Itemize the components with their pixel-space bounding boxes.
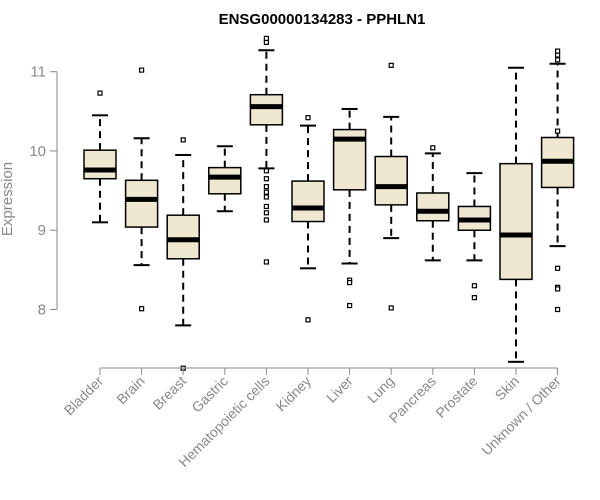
box-iqr (166, 214, 200, 260)
box-iqr (249, 93, 284, 126)
outlier-point (305, 115, 311, 121)
outlier-point (554, 48, 561, 54)
y-axis: 8 9 10 11 (29, 64, 58, 319)
y-axis-label: Expression (0, 162, 16, 236)
boxes-group (83, 35, 575, 371)
outlier-point (139, 306, 145, 312)
outlier-point (347, 279, 353, 286)
chart-title: ENSG00000134283 - PPHLN1 (219, 11, 426, 28)
outlier-point (263, 217, 269, 223)
box-kidney (291, 115, 325, 323)
box-iqr (208, 166, 242, 195)
outlier-point (180, 137, 186, 143)
x-tick-label: Unknown / Other (478, 373, 564, 459)
outlier-point (263, 259, 269, 265)
box-iqr (416, 192, 450, 222)
outlier-point (388, 305, 394, 311)
x-tick-label: Prostate (432, 373, 480, 421)
box-brain (124, 67, 159, 312)
box-bladder (83, 90, 117, 224)
box-iqr (291, 180, 325, 223)
outlier-point (263, 189, 269, 195)
box-prostate (457, 172, 492, 301)
box-unknown-other (540, 48, 575, 313)
x-tick-label: Skin (492, 373, 523, 404)
x-tick-label: Lung (364, 373, 397, 406)
box-breast (166, 137, 200, 371)
box-hematopoietic-cells (249, 35, 284, 265)
outlier-point (554, 265, 561, 271)
outlier-point (471, 295, 477, 301)
outlier-point (263, 194, 269, 200)
y-tick-label: 9 (38, 222, 46, 239)
box-iqr (374, 155, 408, 206)
outlier-point (139, 67, 145, 73)
box-liver (332, 107, 367, 309)
outlier-point (97, 90, 103, 96)
outlier-point (388, 62, 394, 68)
outlier-point (305, 317, 311, 323)
outlier-point (263, 168, 269, 174)
outlier-point (263, 203, 269, 210)
x-tick-label: Liver (323, 373, 356, 406)
box-iqr (83, 149, 117, 180)
box-iqr (499, 162, 533, 281)
outlier-point (554, 57, 561, 63)
x-tick-label: Breast (149, 373, 189, 413)
outlier-point (263, 35, 269, 42)
x-tick-label: Kidney (273, 373, 315, 415)
x-tick-label: Bladder (61, 373, 107, 419)
box-lung (374, 62, 408, 311)
outlier-point (554, 286, 561, 292)
box-gastric (208, 145, 242, 213)
box-skin (499, 66, 533, 363)
outlier-point (263, 184, 269, 190)
outlier-point (263, 210, 269, 216)
outlier-point (554, 128, 561, 134)
outlier-point (347, 302, 353, 309)
outlier-point (263, 176, 269, 182)
box-pancreas (416, 145, 450, 262)
y-tick-label: 10 (29, 143, 46, 160)
outlier-point (430, 145, 436, 151)
outlier-point (471, 283, 477, 289)
outlier-point (554, 306, 561, 313)
y-tick-label: 11 (30, 64, 46, 81)
x-tick-label: Brain (113, 373, 147, 407)
box-iqr (124, 179, 159, 228)
y-tick-label: 8 (38, 302, 46, 319)
